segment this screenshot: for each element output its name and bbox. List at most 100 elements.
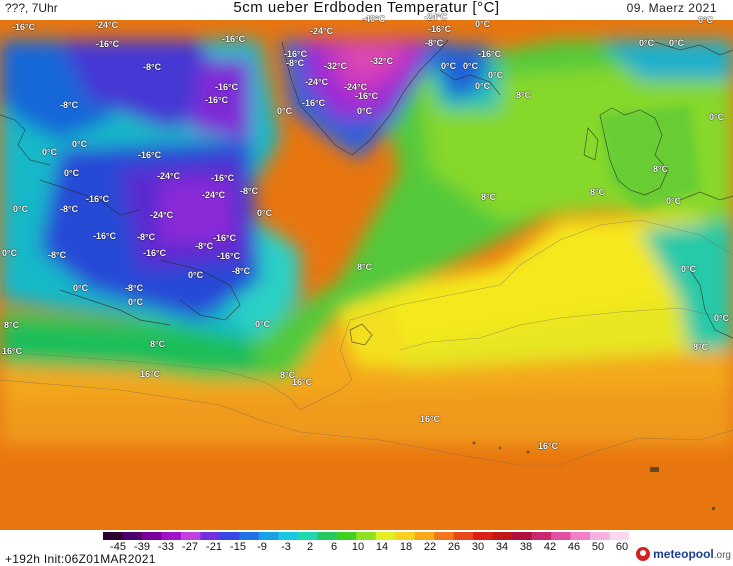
color-scale-tick: 22 xyxy=(423,541,437,553)
color-scale-swatch xyxy=(551,532,572,540)
isotherm-label: 8°C xyxy=(4,320,20,330)
color-scale-tick: -39 xyxy=(134,541,150,553)
isotherm-label: -24°C xyxy=(424,12,448,22)
isotherm-label: 8°C xyxy=(516,90,532,100)
isotherm-label: 0°C xyxy=(475,81,491,91)
isotherm-label: 0°C xyxy=(475,19,491,29)
color-scale-swatch xyxy=(219,532,240,540)
isotherm-label: 8°C xyxy=(357,262,373,272)
isotherm-label: 8°C xyxy=(150,339,166,349)
isotherm-label: -32°C xyxy=(370,56,394,66)
color-scale-swatch xyxy=(200,532,221,540)
color-scale-swatch xyxy=(473,532,494,540)
isotherm-label: 8°C xyxy=(590,187,606,197)
color-scale-tick: 30 xyxy=(471,541,485,553)
isotherm-label: 0°C xyxy=(2,248,18,258)
isotherm-label: -32°C xyxy=(324,61,348,71)
map-title: 5cm ueber Erdboden Temperatur [°C] xyxy=(233,0,500,16)
isotherm-label: -16°C xyxy=(211,173,235,183)
color-scale-swatch xyxy=(531,532,552,540)
isotherm-label: -8°C xyxy=(195,241,214,251)
isotherm-label: 0°C xyxy=(357,106,373,116)
isotherm-label: 0°C xyxy=(257,208,273,218)
isotherm-label: 0°C xyxy=(277,106,293,116)
isotherm-label: -24°C xyxy=(305,77,329,87)
isotherm-label: -8°C xyxy=(286,58,305,68)
isotherm-label: -24°C xyxy=(150,210,174,220)
color-scale-swatch xyxy=(395,532,416,540)
color-scale-tick: 14 xyxy=(375,541,389,553)
valid-date: 09. Maerz 2021 xyxy=(626,1,717,15)
color-scale-swatch xyxy=(336,532,357,540)
color-scale-tick: -9 xyxy=(257,541,267,553)
isotherm-label: -8°C xyxy=(240,186,259,196)
isotherm-label: -16°C xyxy=(138,150,162,160)
color-scale-tick: -33 xyxy=(158,541,174,553)
color-scale-swatch xyxy=(317,532,338,540)
color-scale-swatch xyxy=(297,532,318,540)
isotherm-label: 0°C xyxy=(666,196,682,206)
isotherm-label: -16°C xyxy=(284,49,308,59)
isotherm-label: -8°C xyxy=(60,204,79,214)
isotherm-label: -24°C xyxy=(95,20,119,30)
isotherm-label: 8°C xyxy=(481,192,497,202)
color-scale-tick: -45 xyxy=(110,541,126,553)
forecast-info: +192h Init:06Z01MAR2021 xyxy=(5,552,156,566)
color-scale-swatch xyxy=(278,532,299,540)
isotherm-label: -8°C xyxy=(143,62,162,72)
isotherm-label: 0°C xyxy=(639,38,655,48)
isotherm-label: 0°C xyxy=(42,147,58,157)
isotherm-label: 0°C xyxy=(72,139,88,149)
header-bar: ???, 7Uhr 5cm ueber Erdboden Temperatur … xyxy=(0,0,733,20)
isotherm-label: 16°C xyxy=(140,369,161,379)
color-scale-tick: 2 xyxy=(306,541,314,553)
isotherm-label: 0°C xyxy=(73,283,89,293)
isotherm-label: 0°C xyxy=(13,204,29,214)
isotherm-label: -16°C xyxy=(12,22,36,32)
color-scale-tick: 26 xyxy=(447,541,461,553)
isotherm-label: -16°C xyxy=(96,39,120,49)
color-scale-tick: 38 xyxy=(519,541,533,553)
color-scale-swatch xyxy=(375,532,396,540)
color-scale-swatch xyxy=(122,532,143,540)
color-scale-bar xyxy=(103,532,629,540)
color-scale-swatch xyxy=(161,532,182,540)
color-scale-swatch xyxy=(180,532,201,540)
logo-tld: .org xyxy=(713,550,731,561)
color-scale-swatch xyxy=(609,532,629,540)
color-scale-tick: 18 xyxy=(399,541,413,553)
color-scale-swatch xyxy=(141,532,162,540)
color-scale-swatch xyxy=(492,532,513,540)
isotherm-label: -24°C xyxy=(157,171,181,181)
isotherm-label: -8°C xyxy=(48,250,67,260)
isotherm-label: 8°C xyxy=(280,370,296,380)
color-scale-tick: 46 xyxy=(567,541,581,553)
isotherm-label: 0°C xyxy=(669,38,685,48)
isotherm-label: 0°C xyxy=(714,313,730,323)
isotherm-label: 8°C xyxy=(693,342,709,352)
isotherm-label: -16°C xyxy=(213,233,237,243)
temperature-map xyxy=(0,20,733,530)
isotherm-label: -8°C xyxy=(137,232,156,242)
logo-icon xyxy=(636,547,651,561)
isotherm-label: 16°C xyxy=(2,346,23,356)
isotherm-label: 16°C xyxy=(420,414,441,424)
isotherm-label: 0°C xyxy=(698,15,714,25)
isotherm-label: -16°C xyxy=(93,231,117,241)
meteopool-logo[interactable]: meteopool.org xyxy=(636,547,731,561)
color-scale-swatch xyxy=(453,532,474,540)
isotherm-label: -16°C xyxy=(143,248,167,258)
color-scale-tick: 60 xyxy=(615,541,629,553)
color-scale-swatch xyxy=(239,532,260,540)
isotherm-label: -16°C xyxy=(86,194,110,204)
isotherm-label: -16°C xyxy=(222,34,246,44)
isotherm-label: -24°C xyxy=(310,26,334,36)
isotherm-label: 16°C xyxy=(538,441,559,451)
color-scale-tick: 34 xyxy=(495,541,509,553)
color-scale-swatch xyxy=(512,532,533,540)
isotherm-label: 0°C xyxy=(64,168,80,178)
logo-text: meteopool xyxy=(653,547,714,561)
isotherm-label: -16°C xyxy=(302,98,326,108)
color-scale-swatch xyxy=(356,532,377,540)
isotherm-label: -16°C xyxy=(428,24,452,34)
